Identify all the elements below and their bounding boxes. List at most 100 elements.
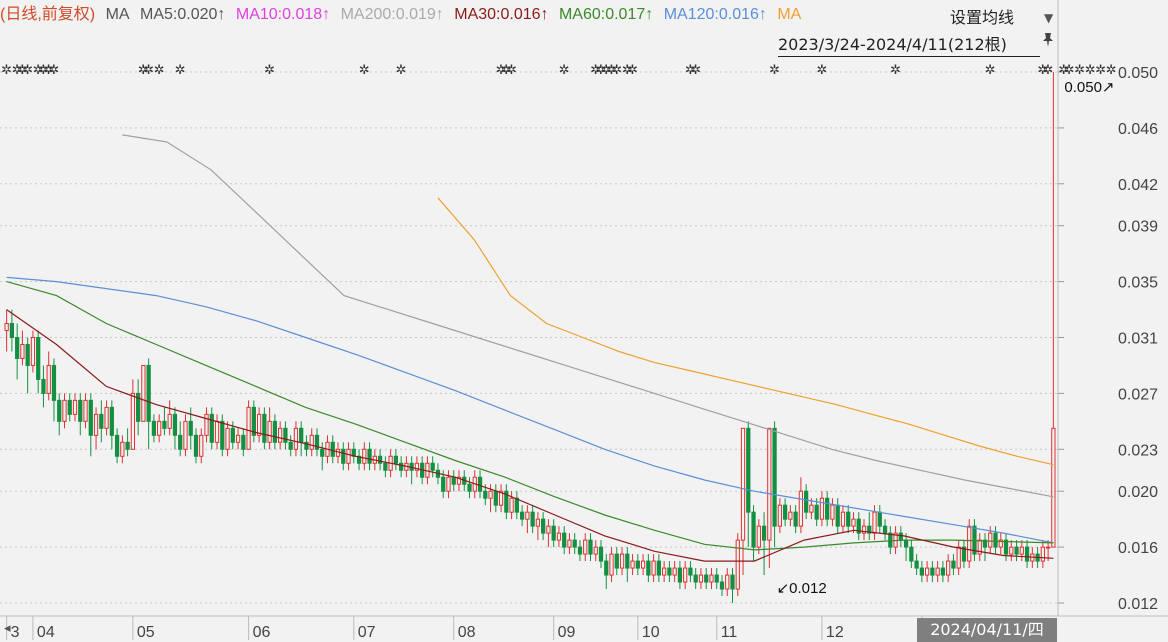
candle[interactable] xyxy=(761,512,767,576)
candle[interactable] xyxy=(214,414,220,450)
candle[interactable] xyxy=(909,540,914,569)
candle[interactable] xyxy=(78,393,83,436)
event-star-icon[interactable]: ✲ xyxy=(1074,63,1085,78)
candle[interactable] xyxy=(135,379,141,436)
candle[interactable] xyxy=(93,407,99,450)
event-star-icon[interactable]: ✲ xyxy=(12,63,23,78)
candle[interactable] xyxy=(640,554,646,576)
candle[interactable] xyxy=(346,442,351,471)
ma60-value[interactable]: MA60:0.017↑ xyxy=(558,6,654,23)
event-star-icon[interactable]: ✲ xyxy=(1064,63,1075,78)
candle[interactable] xyxy=(946,554,951,583)
candle[interactable] xyxy=(51,358,57,422)
event-star-icon[interactable]: ✲ xyxy=(496,63,507,78)
candle[interactable] xyxy=(519,505,525,527)
candle[interactable] xyxy=(398,456,404,478)
candle[interactable] xyxy=(872,505,877,541)
candle[interactable] xyxy=(888,526,893,555)
candle[interactable] xyxy=(819,491,825,527)
ma-settings-dropdown[interactable]: 设置均线 ▼ xyxy=(950,6,1060,30)
candle[interactable] xyxy=(804,484,809,520)
candle[interactable] xyxy=(498,484,504,513)
candle[interactable] xyxy=(930,561,935,583)
candle[interactable] xyxy=(635,554,640,576)
candle[interactable] xyxy=(193,428,199,464)
ma200-value[interactable]: MA200:0.019↑ xyxy=(340,6,444,23)
candle[interactable] xyxy=(120,435,125,464)
candle[interactable] xyxy=(693,568,698,590)
candle[interactable] xyxy=(125,428,130,457)
candle[interactable] xyxy=(1003,533,1009,562)
event-star-icon[interactable]: ✲ xyxy=(49,63,60,78)
event-star-icon[interactable]: ✲ xyxy=(606,63,617,78)
candle[interactable] xyxy=(4,309,9,352)
candle[interactable] xyxy=(903,533,909,562)
candle[interactable] xyxy=(877,505,882,534)
candle[interactable] xyxy=(577,540,583,562)
candle[interactable] xyxy=(220,414,225,457)
candle[interactable] xyxy=(956,540,961,576)
candle[interactable] xyxy=(546,519,551,548)
candle[interactable] xyxy=(393,449,399,471)
candle[interactable] xyxy=(556,526,562,548)
candle[interactable] xyxy=(157,414,162,443)
candle[interactable] xyxy=(740,427,746,576)
candle[interactable] xyxy=(1009,540,1014,562)
candle[interactable] xyxy=(267,407,272,450)
candle[interactable] xyxy=(525,505,530,534)
event-star-icon[interactable]: ✲ xyxy=(816,63,827,78)
candle[interactable] xyxy=(562,526,567,555)
candle[interactable] xyxy=(735,533,740,597)
candle[interactable] xyxy=(835,498,840,534)
ma5-value[interactable]: MA5:0.020↑ xyxy=(140,6,226,23)
event-star-icon[interactable]: ✲ xyxy=(611,63,622,78)
event-star-icon[interactable]: ✲ xyxy=(154,63,165,78)
candle[interactable] xyxy=(430,456,435,478)
candle[interactable] xyxy=(646,554,651,583)
event-star-icon[interactable]: ✲ xyxy=(43,63,54,78)
candle[interactable] xyxy=(614,547,619,576)
candle[interactable] xyxy=(320,442,325,471)
candle[interactable] xyxy=(919,561,925,583)
date-range[interactable]: 2023/3/24-2024/4/11(212根) xyxy=(778,34,1040,57)
event-star-icon[interactable]: ✲ xyxy=(769,63,780,78)
candle[interactable] xyxy=(151,414,157,443)
candle[interactable] xyxy=(477,470,483,499)
candle[interactable] xyxy=(688,561,693,583)
candle[interactable] xyxy=(335,442,341,464)
event-star-icon[interactable]: ✲ xyxy=(559,63,570,78)
candle[interactable] xyxy=(256,407,262,443)
event-star-icon[interactable]: ✲ xyxy=(890,63,901,78)
event-star-icon[interactable]: ✲ xyxy=(601,63,612,78)
event-star-icon[interactable]: ✲ xyxy=(596,63,607,78)
candle[interactable] xyxy=(977,533,982,562)
candle[interactable] xyxy=(104,400,109,436)
candle[interactable] xyxy=(30,330,36,373)
candle[interactable] xyxy=(204,407,209,443)
candle[interactable] xyxy=(341,442,346,471)
candle[interactable] xyxy=(36,330,41,394)
candle[interactable] xyxy=(409,456,414,485)
event-star-icon[interactable]: ✲ xyxy=(143,63,154,78)
candle[interactable] xyxy=(504,484,509,520)
event-star-icon[interactable]: ✲ xyxy=(264,63,275,78)
candle[interactable] xyxy=(898,526,903,548)
candle[interactable] xyxy=(967,519,972,569)
candle[interactable] xyxy=(551,519,556,548)
candle[interactable] xyxy=(20,330,25,366)
candle[interactable] xyxy=(514,491,519,520)
candle[interactable] xyxy=(961,540,967,569)
candle[interactable] xyxy=(1024,540,1030,569)
candle[interactable] xyxy=(704,568,709,590)
candle[interactable] xyxy=(1051,72,1056,548)
candle[interactable] xyxy=(746,421,751,548)
candle[interactable] xyxy=(1014,540,1019,562)
candle[interactable] xyxy=(146,358,151,450)
candle[interactable] xyxy=(241,428,246,457)
event-star-icon[interactable]: ✲ xyxy=(690,63,701,78)
candle[interactable] xyxy=(940,561,946,583)
candle[interactable] xyxy=(246,400,251,450)
candle[interactable] xyxy=(661,561,667,583)
candle[interactable] xyxy=(314,428,320,457)
candle[interactable] xyxy=(362,442,367,471)
